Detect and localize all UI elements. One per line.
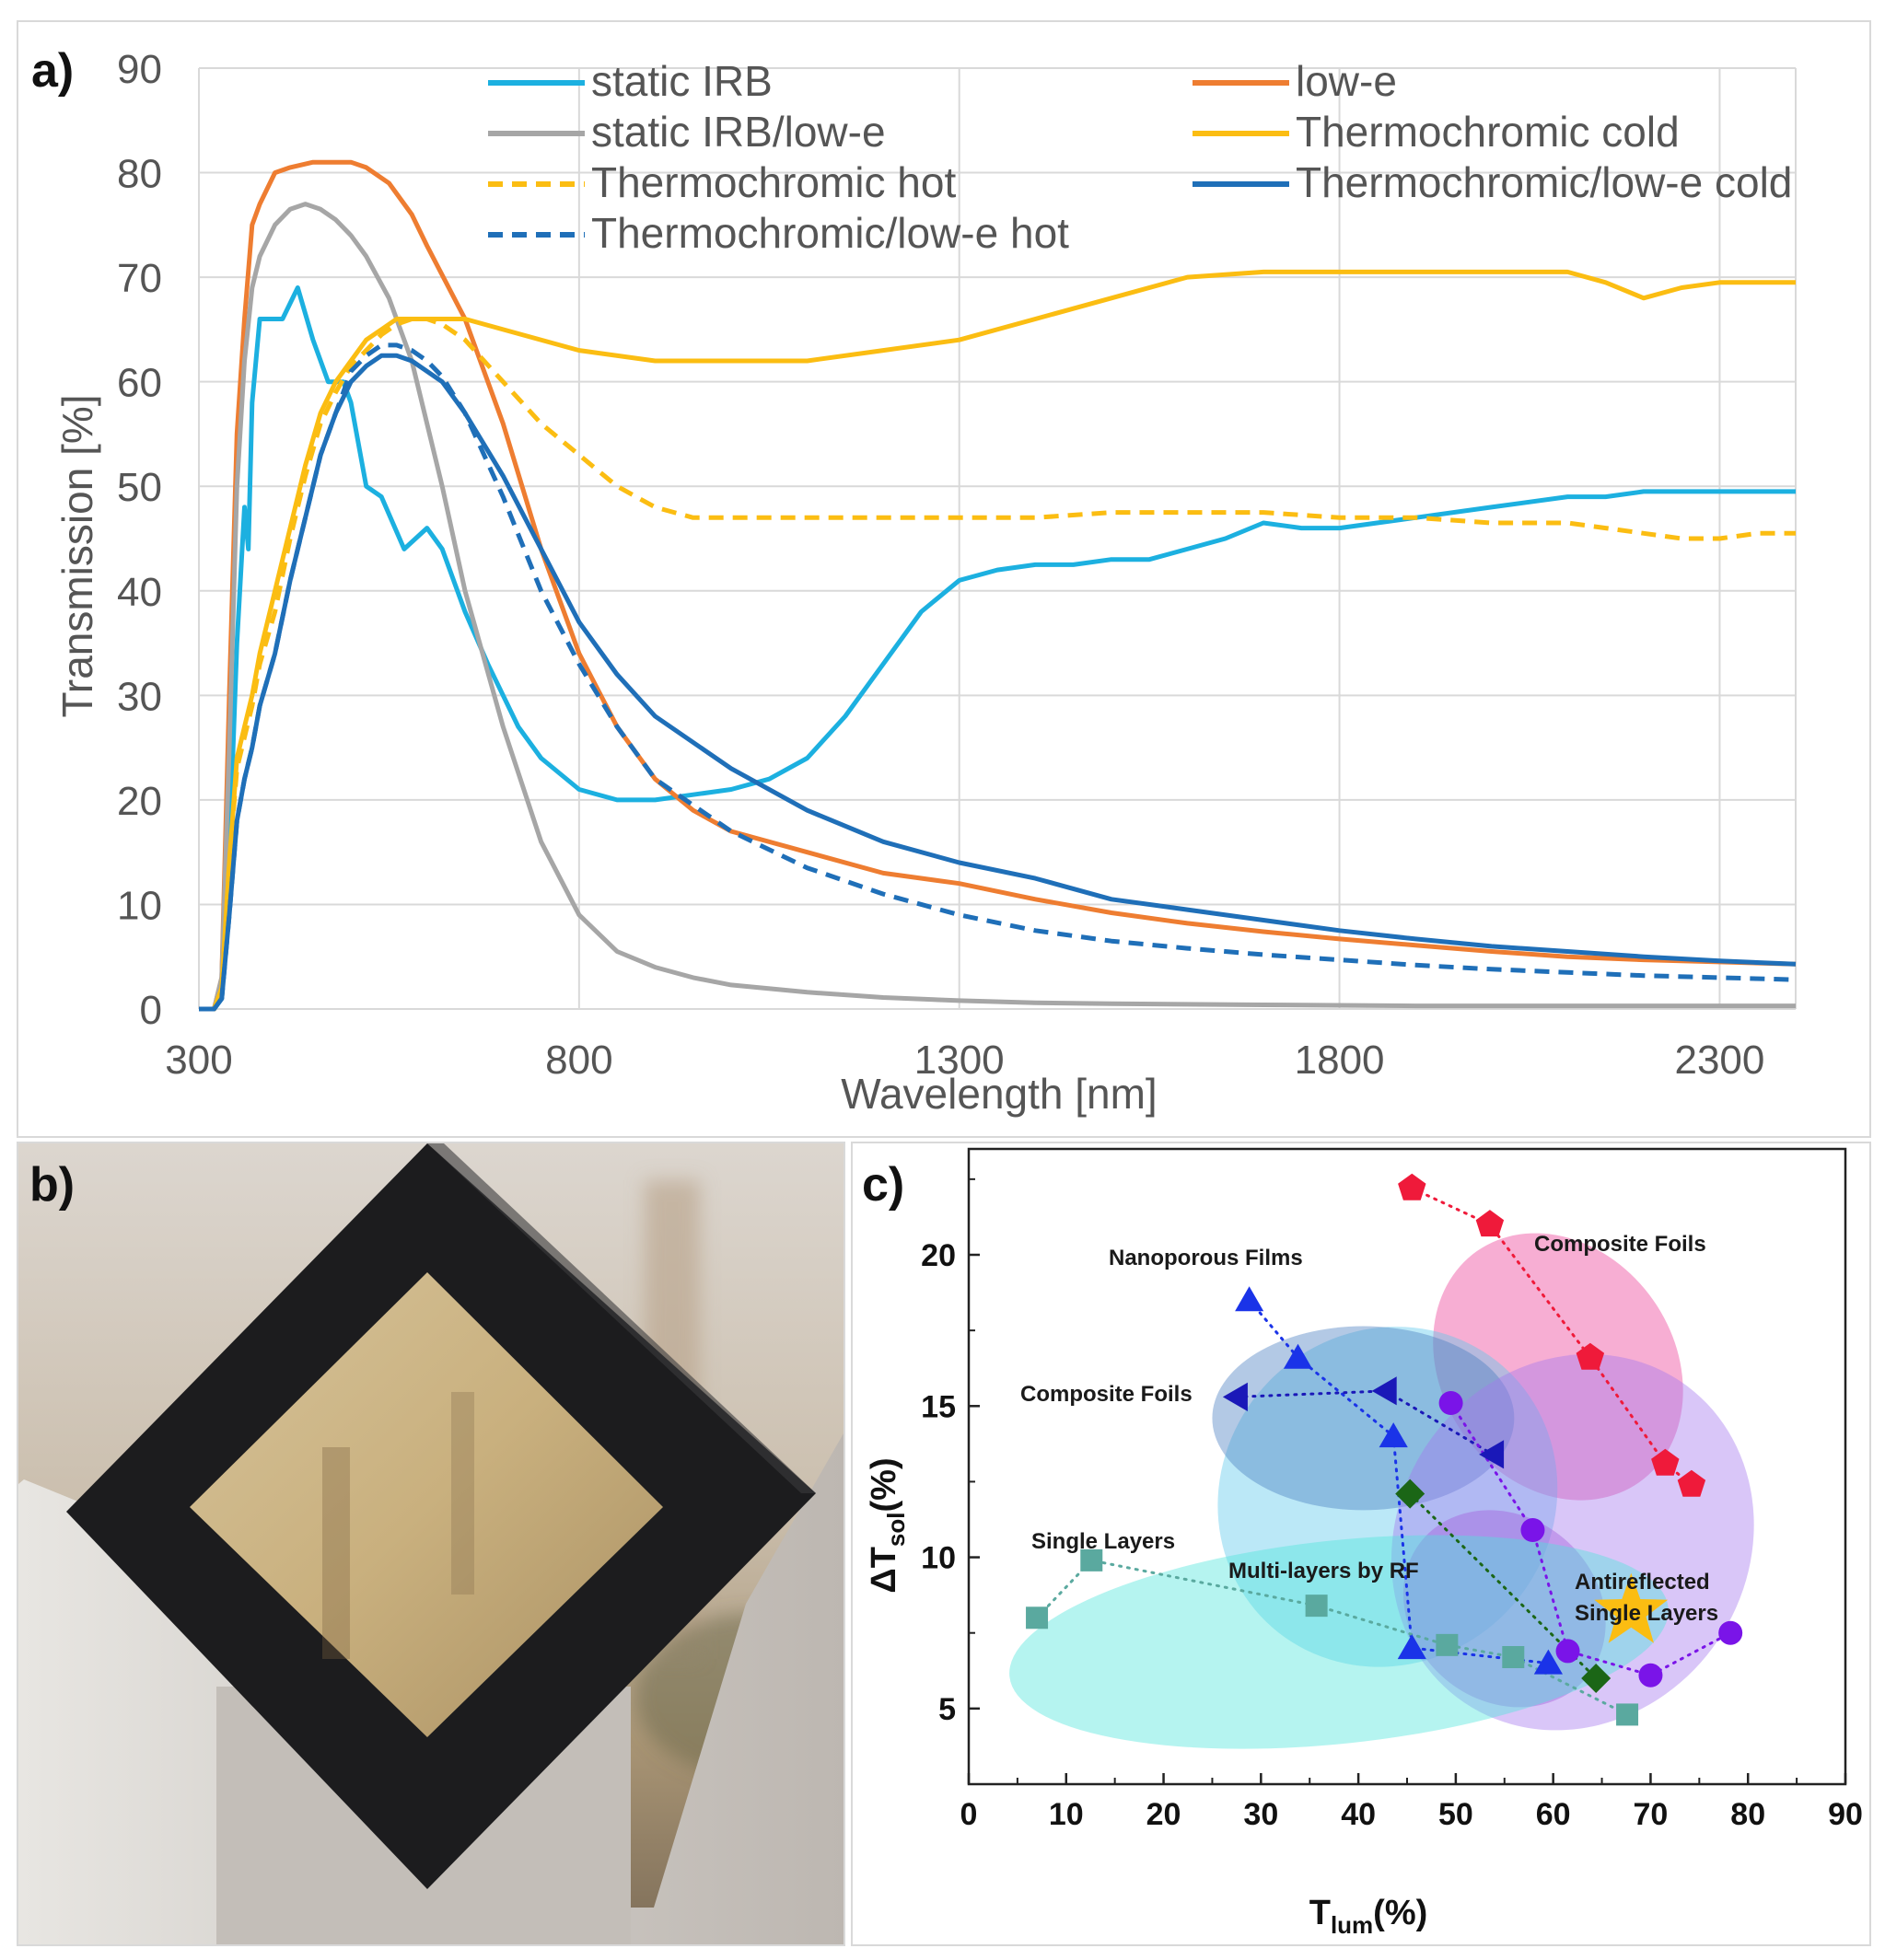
x-tick-label-c: 0 [960, 1797, 978, 1832]
marker-square [1026, 1606, 1049, 1629]
x-tick-label-c: 50 [1438, 1797, 1473, 1832]
marker-pentagon [1576, 1342, 1605, 1370]
marker-triangle-up [1379, 1422, 1408, 1448]
legend-entry: low-e [1296, 57, 1397, 105]
legend-entry: static IRB [591, 57, 773, 105]
x-axis-label: Wavelength [nm] [841, 1070, 1157, 1118]
legend-entry: Thermochromic/low-e cold [1296, 158, 1792, 206]
marker-square [1616, 1703, 1639, 1726]
marker-star [1594, 1572, 1669, 1643]
x-tick-label-c: 40 [1341, 1797, 1376, 1832]
y-tick-label: 30 [117, 674, 162, 719]
marker-triangle-left [1371, 1376, 1397, 1406]
group-ellipse-antireflected-single-layers [1390, 1353, 1754, 1731]
marker-pentagon [1651, 1448, 1680, 1476]
marker-triangle-up [1397, 1634, 1426, 1660]
x-tick-label: 800 [545, 1038, 612, 1083]
group-ellipse-composite-foils [1212, 1326, 1515, 1511]
series-line-static-irb [199, 285, 1796, 1012]
legend-entry: Thermochromic/low-e hot [591, 209, 1069, 257]
marker-triangle-up [1235, 1286, 1264, 1312]
series-line-thermochromic-low-e-hot [199, 342, 1797, 1012]
y-tick-label: 50 [117, 465, 162, 510]
marker-circle [1555, 1639, 1580, 1664]
y-tick-label: 60 [117, 361, 162, 406]
y-tick-label-c: 5 [938, 1692, 956, 1727]
marker-circle [1718, 1620, 1743, 1645]
marker-pentagon [1475, 1210, 1505, 1237]
marker-circle [1438, 1391, 1463, 1415]
group-ellipse-nanoporous-films [1217, 1327, 1558, 1667]
x-tick-label: 1300 [914, 1038, 1005, 1083]
marker-circle [1520, 1518, 1545, 1542]
annotation-antireflected: Antireflected [1575, 1570, 1710, 1595]
thermochromic-glass [190, 1272, 663, 1737]
connector-circles [1449, 1401, 1732, 1677]
marker-square [1080, 1548, 1103, 1571]
panel-a-frame: a) 0 10 20 30 40 50 60 70 80 90 300 800 1300 1800 230… [17, 20, 1871, 1138]
x-tick-label: 300 [165, 1038, 232, 1083]
y-tick-label-c: 20 [921, 1238, 956, 1273]
marker-diamond [1395, 1479, 1425, 1509]
marker-triangle-up [1283, 1343, 1313, 1369]
y-tick-label: 80 [117, 152, 162, 197]
series-line-low-e [199, 159, 1797, 1012]
marker-square [1502, 1646, 1525, 1668]
connector-pentagons [1410, 1187, 1693, 1487]
panel-c-label: c) [862, 1158, 904, 1212]
y-tick-label: 0 [140, 988, 162, 1033]
series-line-thermochromic-low-e-cold [199, 353, 1797, 1012]
legend-entry: Thermochromic cold [1296, 108, 1680, 156]
series-line-static-irb-low-e [199, 202, 1796, 1012]
annotation-composite-foils-left: Composite Foils [1020, 1382, 1193, 1407]
panel-a-label: a) [31, 44, 74, 98]
y-tick-label: 10 [117, 883, 162, 928]
y-tick-label: 90 [117, 47, 162, 92]
x-tick-label-c: 70 [1634, 1797, 1669, 1832]
marker-square [1436, 1633, 1459, 1656]
x-tick-label: 2300 [1674, 1038, 1764, 1083]
legend-entry: Thermochromic hot [591, 158, 956, 206]
x-tick-label-c: 60 [1536, 1797, 1571, 1832]
x-tick-label-c: 10 [1049, 1797, 1084, 1832]
x-tick-label-c: 30 [1243, 1797, 1278, 1832]
annotation-single-layers: Single Layers [1031, 1529, 1175, 1554]
marker-diamond [1581, 1664, 1612, 1693]
x-tick-label-c: 20 [1146, 1797, 1181, 1832]
annotation-composite-foils-top: Composite Foils [1534, 1232, 1706, 1257]
group-ellipse-composite-foils [1433, 1233, 1683, 1501]
annotation-antireflected-single-layers: Single Layers [1575, 1601, 1718, 1626]
annotation-nanoporous-films: Nanoporous Films [1109, 1246, 1303, 1270]
y-axis-label-c: ΔTsol(%) [865, 1457, 910, 1593]
marker-circle [1638, 1663, 1663, 1687]
comparison-scatter-chart: c) 0 10 20 30 40 50 60 70 80 90 5 10 15 20 Composite … [862, 1147, 1863, 1939]
y-tick-label: 20 [117, 779, 162, 824]
annotation-multilayers-rf: Multi-layers by RF [1228, 1559, 1419, 1583]
y-tick-label: 70 [117, 256, 162, 301]
marker-triangle-up [1533, 1649, 1563, 1675]
series-line-thermochromic-hot [199, 317, 1796, 1012]
x-tick-label-c: 90 [1828, 1797, 1863, 1832]
y-tick-label-c: 10 [921, 1541, 956, 1576]
legend-entry: static IRB/low-e [591, 108, 886, 156]
x-axis-label-c: Tlum(%) [1309, 1894, 1428, 1939]
panel-c-frame: c) 0 10 20 30 40 50 60 70 80 90 5 10 15 20 Composite … [851, 1142, 1871, 1946]
marker-pentagon [1677, 1469, 1706, 1497]
marker-pentagon [1398, 1173, 1426, 1200]
x-tick-label-c: 80 [1730, 1797, 1765, 1832]
transmission-chart: a) 0 10 20 30 40 50 60 70 80 90 300 800 1300 1800 230… [31, 44, 1797, 1118]
y-tick-label-c: 15 [921, 1389, 956, 1424]
marker-square [1305, 1595, 1328, 1618]
group-ellipse-multi-layers-by-rf [1402, 1510, 1606, 1708]
x-tick-label: 1800 [1295, 1038, 1385, 1083]
y-axis-label: Transmission [%] [53, 394, 101, 717]
sample-photo: b) [18, 1143, 844, 1944]
panel-b-frame: b) [17, 1142, 845, 1946]
y-tick-label: 40 [117, 570, 162, 615]
panel-b-label: b) [29, 1158, 75, 1212]
marker-triangle-left [1479, 1440, 1505, 1469]
marker-triangle-left [1222, 1382, 1248, 1411]
